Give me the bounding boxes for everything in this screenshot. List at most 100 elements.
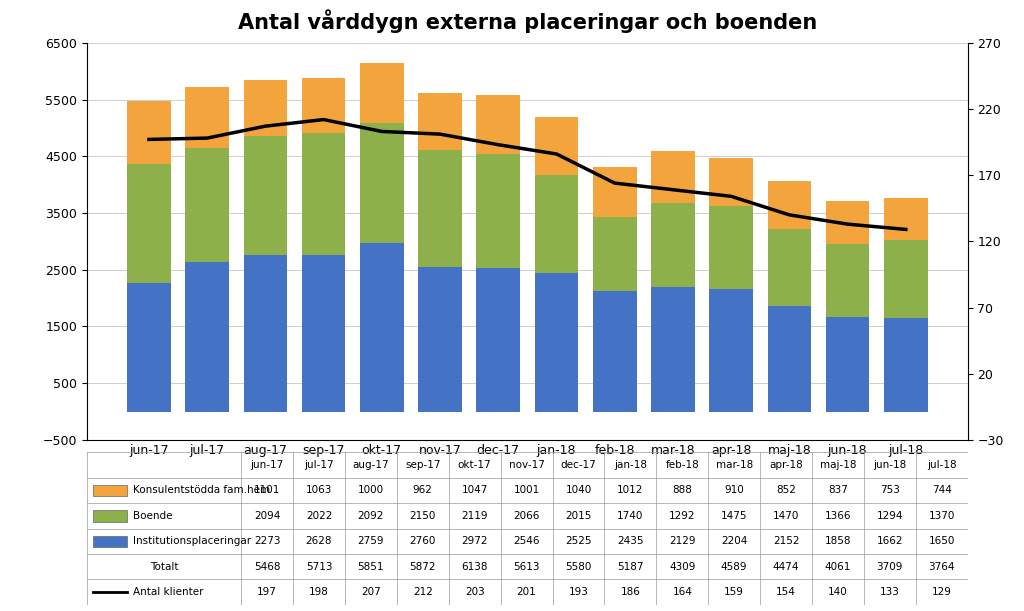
Text: 4061: 4061: [824, 562, 851, 572]
Bar: [535, 175, 579, 273]
Text: 4589: 4589: [721, 562, 748, 572]
Bar: [93, 485, 127, 496]
Text: jun-18: jun-18: [873, 460, 906, 470]
Bar: [302, 255, 345, 412]
Bar: [768, 229, 811, 306]
Text: dec-17: dec-17: [560, 460, 596, 470]
Text: 6138: 6138: [462, 562, 487, 572]
Bar: [825, 244, 869, 317]
Bar: [768, 181, 811, 229]
Text: 2972: 2972: [462, 536, 487, 546]
Bar: [185, 87, 229, 148]
Text: 4474: 4474: [773, 562, 800, 572]
Text: 1001: 1001: [513, 485, 540, 496]
Text: apr-18: apr-18: [769, 460, 803, 470]
Text: Boende: Boende: [133, 511, 173, 521]
Text: 1063: 1063: [306, 485, 332, 496]
Bar: [93, 510, 127, 522]
Text: 2129: 2129: [669, 536, 695, 546]
Text: 5468: 5468: [254, 562, 281, 572]
Text: 888: 888: [673, 485, 692, 496]
Text: 5187: 5187: [617, 562, 644, 572]
Text: 2119: 2119: [462, 511, 487, 521]
Text: 2066: 2066: [513, 511, 540, 521]
Text: 1740: 1740: [617, 511, 643, 521]
Bar: [185, 148, 229, 263]
Bar: [593, 167, 637, 218]
Text: aug-17: aug-17: [352, 460, 389, 470]
Text: 2546: 2546: [513, 536, 540, 546]
Text: 1040: 1040: [565, 485, 592, 496]
Bar: [476, 154, 520, 268]
Text: 140: 140: [828, 587, 848, 597]
Text: 201: 201: [517, 587, 537, 597]
Text: Institutionsplaceringar: Institutionsplaceringar: [133, 536, 252, 546]
Text: 1000: 1000: [357, 485, 384, 496]
Bar: [93, 535, 127, 547]
Bar: [302, 78, 345, 133]
Text: 2759: 2759: [357, 536, 384, 546]
Bar: [302, 133, 345, 255]
Bar: [418, 93, 462, 150]
Bar: [884, 198, 928, 240]
Text: 1101: 1101: [254, 485, 281, 496]
Bar: [535, 273, 579, 412]
Text: 1475: 1475: [721, 511, 748, 521]
Text: mar-18: mar-18: [716, 460, 753, 470]
Text: Konsulentstödda fam.hem: Konsulentstödda fam.hem: [133, 485, 270, 496]
Bar: [710, 290, 753, 412]
Text: jul-18: jul-18: [927, 460, 956, 470]
Text: Antal klienter: Antal klienter: [133, 587, 204, 597]
Text: 159: 159: [724, 587, 744, 597]
Text: 753: 753: [880, 485, 900, 496]
Text: 164: 164: [673, 587, 692, 597]
Text: 154: 154: [776, 587, 796, 597]
Text: 133: 133: [880, 587, 900, 597]
Text: 744: 744: [932, 485, 951, 496]
Bar: [360, 243, 403, 412]
Text: 1292: 1292: [669, 511, 695, 521]
Text: 910: 910: [724, 485, 744, 496]
Text: 4309: 4309: [669, 562, 695, 572]
Text: jun-17: jun-17: [251, 460, 284, 470]
Text: 207: 207: [361, 587, 381, 597]
Text: maj-18: maj-18: [819, 460, 856, 470]
Text: 2628: 2628: [306, 536, 332, 546]
Bar: [127, 101, 171, 164]
Bar: [884, 318, 928, 412]
Text: 203: 203: [465, 587, 484, 597]
Text: 1370: 1370: [929, 511, 955, 521]
Text: 5713: 5713: [306, 562, 332, 572]
Text: 852: 852: [776, 485, 796, 496]
Text: 1662: 1662: [877, 536, 903, 546]
Text: 2152: 2152: [773, 536, 800, 546]
Bar: [825, 201, 869, 244]
Text: 1012: 1012: [617, 485, 643, 496]
Bar: [360, 123, 403, 243]
Bar: [185, 263, 229, 412]
Text: sep-17: sep-17: [406, 460, 440, 470]
Text: nov-17: nov-17: [509, 460, 545, 470]
Bar: [535, 117, 579, 175]
Bar: [418, 267, 462, 412]
Bar: [825, 317, 869, 412]
Text: 5872: 5872: [410, 562, 436, 572]
Text: 2015: 2015: [565, 511, 592, 521]
Bar: [710, 206, 753, 290]
Bar: [651, 203, 694, 287]
Text: 837: 837: [828, 485, 848, 496]
Bar: [710, 158, 753, 206]
Text: 193: 193: [568, 587, 589, 597]
Text: 198: 198: [309, 587, 329, 597]
Text: 1650: 1650: [929, 536, 955, 546]
Text: 2435: 2435: [617, 536, 644, 546]
Bar: [593, 218, 637, 291]
Text: 1470: 1470: [773, 511, 800, 521]
Bar: [476, 268, 520, 412]
Bar: [360, 64, 403, 123]
Text: 5580: 5580: [565, 562, 592, 572]
Text: 2760: 2760: [410, 536, 436, 546]
Bar: [244, 136, 287, 255]
Text: 2150: 2150: [410, 511, 436, 521]
Bar: [127, 283, 171, 412]
